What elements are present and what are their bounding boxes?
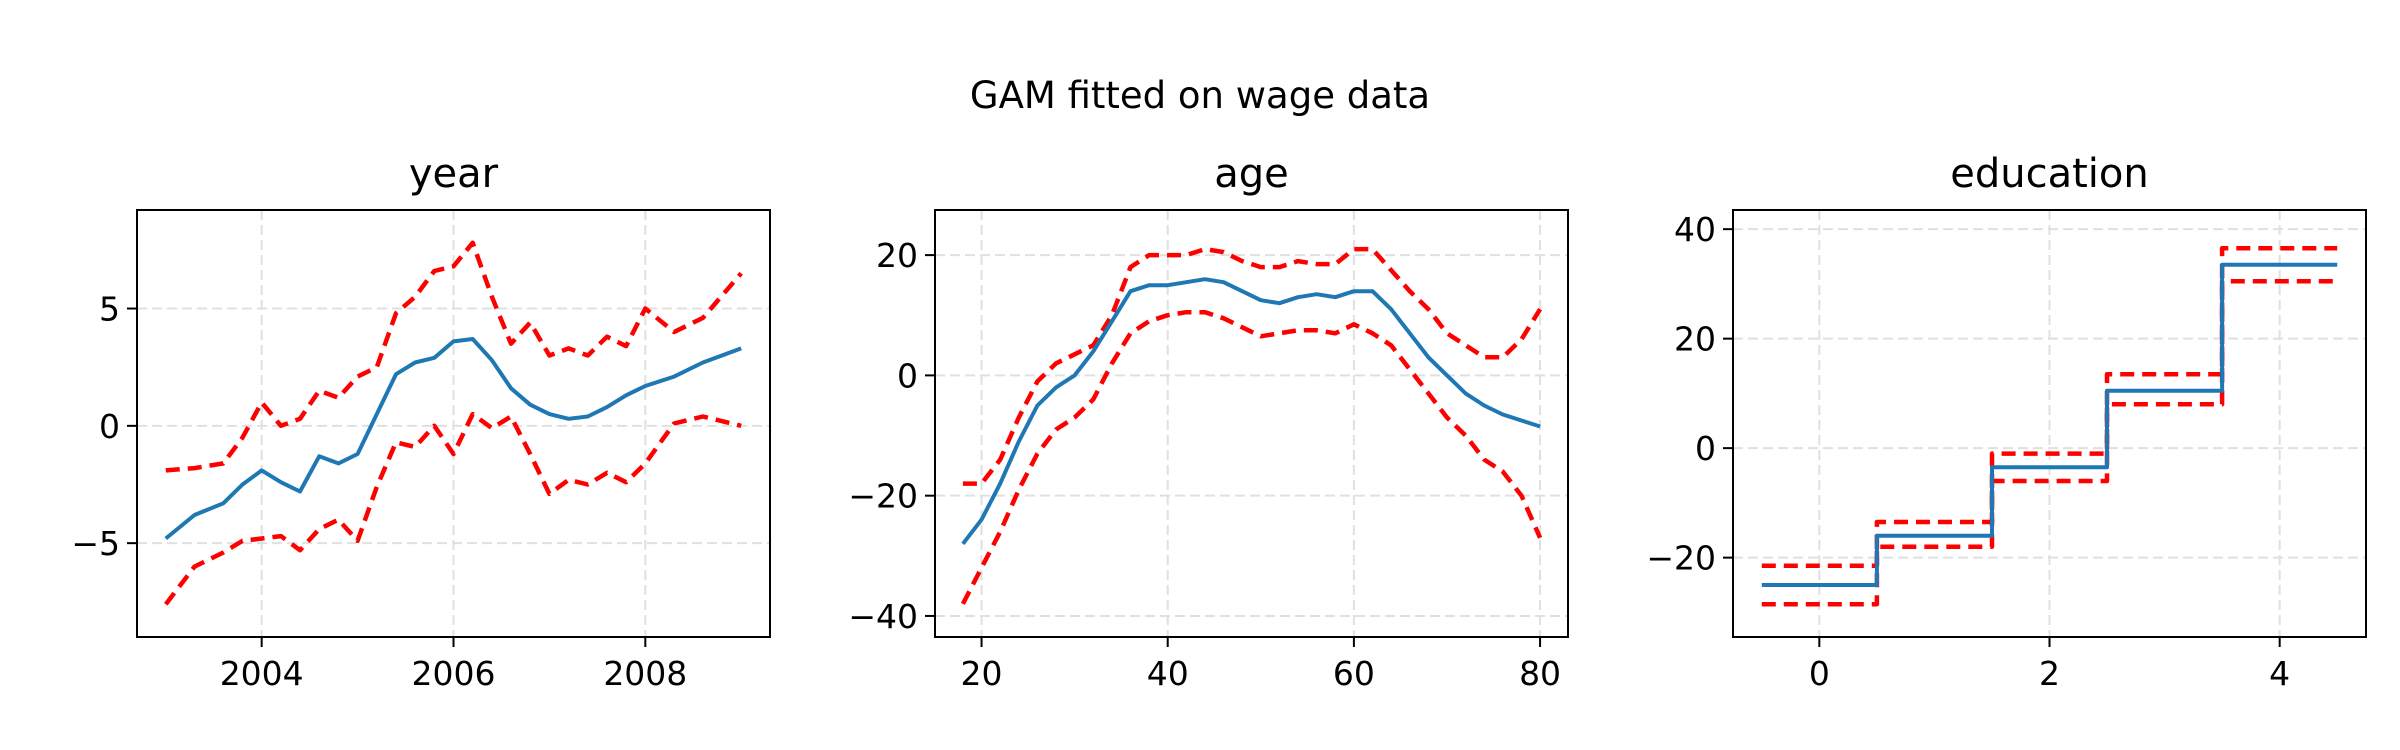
panel-age: 20 40 60 80 −40 −20 0 20 age xyxy=(848,151,1569,693)
plot-area xyxy=(960,246,1543,605)
panel-title: year xyxy=(409,151,499,197)
panel-title: education xyxy=(1950,151,2148,197)
x-tick-label: 2 xyxy=(2039,654,2060,693)
y-tick-label: 0 xyxy=(99,407,120,446)
x-tick-label: 2004 xyxy=(220,654,304,693)
series-line-lower xyxy=(164,411,742,606)
y-tick-label: 0 xyxy=(897,356,918,395)
y-tick-label: 40 xyxy=(1674,210,1716,249)
panel-title: age xyxy=(1214,151,1289,197)
series-line-lower xyxy=(960,309,1543,605)
y-tick-label: 20 xyxy=(876,236,918,275)
x-tick-label: 60 xyxy=(1333,654,1375,693)
figure-suptitle: GAM fitted on wage data xyxy=(970,74,1430,117)
plot-area xyxy=(1761,246,2338,607)
y-tick-label: −40 xyxy=(848,597,918,636)
y-tick-label: −20 xyxy=(848,477,918,516)
panel-education: 0 2 4 −20 0 20 40 education xyxy=(1646,151,2367,693)
series-line-fit xyxy=(1761,262,2338,587)
x-tick-label: 2006 xyxy=(412,654,496,693)
x-tick-label: 20 xyxy=(961,654,1003,693)
x-tick-label: 80 xyxy=(1519,654,1561,693)
y-tick-label: 5 xyxy=(99,290,120,329)
series-line-upper xyxy=(962,246,1543,486)
y-tick-label: −20 xyxy=(1646,539,1716,578)
panel-year: 2004 2006 2008 −5 0 5 year xyxy=(71,151,771,693)
x-tick-label: 0 xyxy=(1809,654,1830,693)
x-tick-label: 40 xyxy=(1147,654,1189,693)
y-tick-label: 0 xyxy=(1695,429,1716,468)
axes-frame xyxy=(934,209,1569,638)
series-line-upper xyxy=(165,240,743,473)
series-line-fit xyxy=(164,337,742,541)
plot-area xyxy=(164,240,743,606)
x-tick-label: 2008 xyxy=(603,654,687,693)
x-tick-label: 4 xyxy=(2269,654,2290,693)
y-tick-label: −5 xyxy=(71,524,120,563)
series-line-fit xyxy=(961,277,1541,546)
y-tick-label: 20 xyxy=(1674,320,1716,359)
